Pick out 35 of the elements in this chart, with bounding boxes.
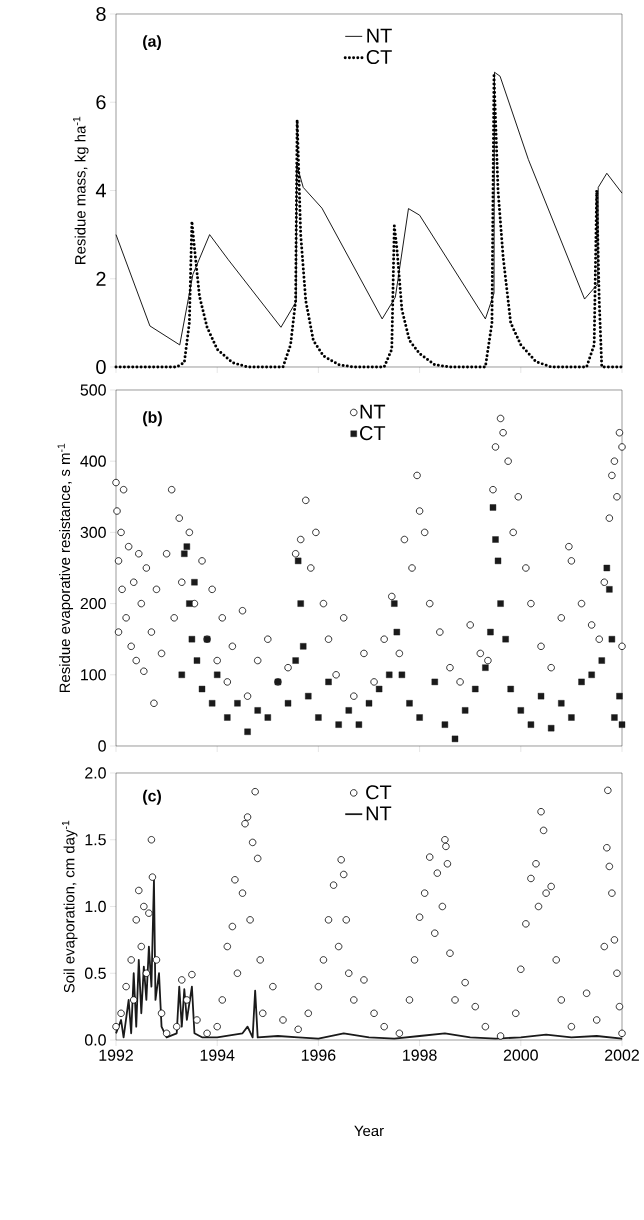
y-tick-label: 400 — [80, 455, 106, 467]
x-tick-label: 2002 — [605, 1049, 639, 1061]
y-tick-label: 200 — [80, 597, 106, 610]
x-tick-label: 2000 — [503, 1049, 538, 1061]
y-tick-label: 0 — [96, 359, 106, 375]
y-tick-label: 2.0 — [85, 767, 106, 779]
y-tick-label: 1.0 — [85, 900, 106, 913]
legend-label: CT — [360, 426, 386, 441]
y-tick-label: 8 — [96, 6, 106, 22]
y-tick-label: 0 — [98, 740, 106, 752]
y-tick-label: 100 — [81, 669, 106, 681]
legend-label: NT — [366, 806, 392, 821]
x-tick-label: 1992 — [99, 1049, 133, 1061]
annotation: (c) — [143, 789, 161, 805]
x-tick-label: 1998 — [403, 1049, 437, 1061]
x-tick-label: 1994 — [200, 1049, 235, 1061]
y-tick-label: 300 — [80, 526, 106, 539]
legend-label: CT — [366, 785, 392, 800]
y-tick-label: 1.5 — [85, 834, 106, 846]
annotation: (b) — [143, 411, 162, 427]
x-tick-label: 1996 — [301, 1049, 336, 1061]
legend-label: NT — [360, 404, 386, 419]
y-axis-title: Residue mass, kg ha$^{-1}$ — [73, 116, 89, 264]
y-tick-label: 0.0 — [84, 1034, 106, 1046]
y-axis-title: Residue evaporative resistance, s m$^{-1}$ — [57, 443, 74, 693]
y-tick-label: 500 — [80, 384, 106, 396]
y-tick-label: 6 — [96, 95, 106, 110]
y-tick-label: 0.5 — [84, 967, 106, 979]
legend-label: NT — [367, 28, 392, 43]
y-axis-title: Soil evaporation, cm day$^{-1}$ — [61, 820, 78, 993]
y-tick-label: 2 — [96, 271, 106, 286]
y-tick-label: 4 — [95, 183, 106, 198]
annotation: (a) — [143, 35, 161, 51]
legend-label: CT — [366, 49, 392, 65]
x-axis-title: Year — [354, 1125, 384, 1137]
